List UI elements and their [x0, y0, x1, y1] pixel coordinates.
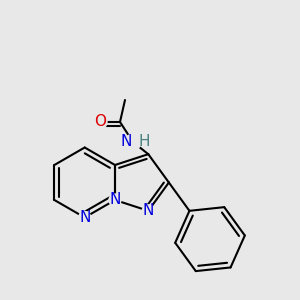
Text: H: H	[139, 134, 151, 149]
Text: N: N	[109, 193, 121, 208]
Circle shape	[142, 205, 154, 217]
Text: O: O	[94, 115, 106, 130]
Text: N: N	[142, 203, 154, 218]
Text: N: N	[121, 134, 132, 149]
Text: N: N	[79, 210, 90, 225]
Circle shape	[79, 212, 91, 224]
Circle shape	[109, 194, 121, 206]
Circle shape	[125, 134, 141, 150]
Circle shape	[93, 115, 107, 129]
